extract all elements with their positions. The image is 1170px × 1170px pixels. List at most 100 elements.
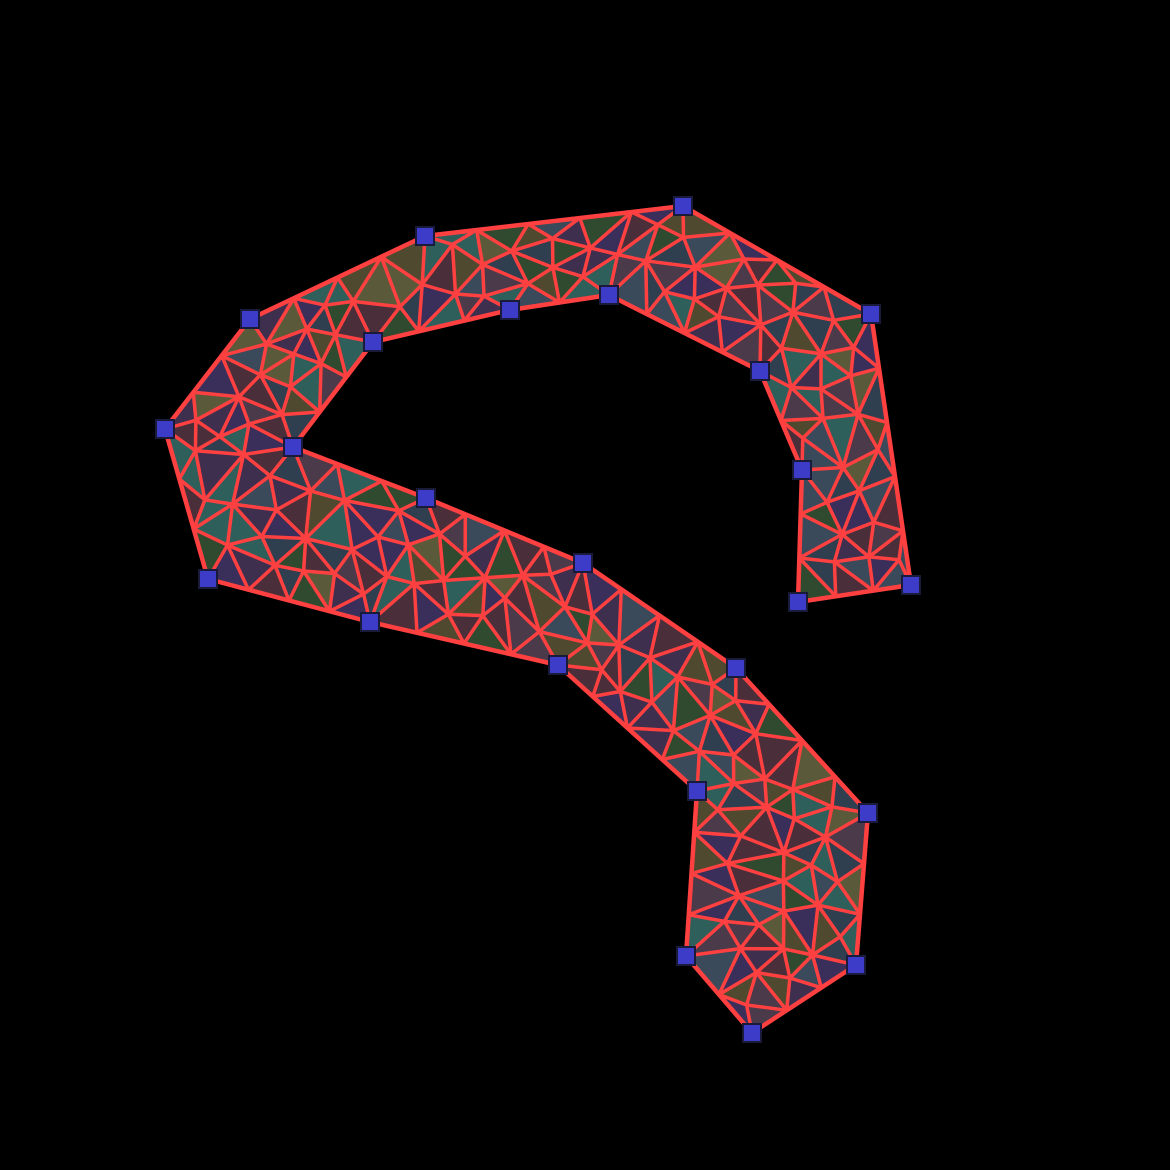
mesh-edge <box>416 292 458 334</box>
control-handle[interactable] <box>573 553 593 573</box>
control-handles-layer[interactable] <box>155 196 921 1043</box>
mesh-edge <box>526 281 562 305</box>
mesh-edge <box>810 953 824 990</box>
mesh-triangle <box>439 514 466 557</box>
control-handle[interactable] <box>750 361 770 381</box>
mesh-triangle <box>325 277 354 306</box>
mesh-edge <box>725 834 743 866</box>
mesh-triangle <box>740 924 784 949</box>
control-handle[interactable] <box>901 575 921 595</box>
mesh-edge <box>474 228 514 253</box>
control-handle[interactable] <box>858 803 878 823</box>
control-handle[interactable] <box>742 1023 762 1043</box>
mesh-triangle <box>834 534 869 562</box>
mesh-edge <box>759 323 784 350</box>
control-handle[interactable] <box>673 196 693 216</box>
mesh-edge <box>731 777 767 786</box>
control-handle[interactable] <box>846 955 866 975</box>
mesh-edge <box>481 613 513 657</box>
mesh-triangle <box>443 556 486 581</box>
mesh-triangle <box>821 320 854 354</box>
control-handle[interactable] <box>198 569 218 589</box>
mesh-edge <box>823 835 866 866</box>
control-handle[interactable] <box>500 300 520 320</box>
mesh-edge <box>797 556 838 599</box>
mesh-triangle <box>448 614 483 644</box>
mesh-edge <box>801 416 825 440</box>
mesh-triangle <box>582 254 618 295</box>
mesh-edge <box>742 257 760 287</box>
mesh-edge <box>615 252 648 263</box>
mesh-edge <box>191 390 198 422</box>
mesh-edge <box>756 283 795 314</box>
mesh-edge <box>737 893 786 913</box>
mesh-edge <box>287 569 306 603</box>
mesh-triangle <box>800 470 827 514</box>
mesh-edge <box>671 728 702 754</box>
mesh-edge <box>681 235 697 269</box>
mesh-edge <box>716 781 736 812</box>
mesh-edge <box>841 447 880 470</box>
mesh-edge <box>397 509 411 547</box>
mesh-edge <box>784 976 792 1013</box>
control-handle[interactable] <box>283 437 303 457</box>
control-handle[interactable] <box>792 460 812 480</box>
mesh-edge <box>292 327 309 356</box>
mesh-edge <box>327 592 366 614</box>
control-handle[interactable] <box>416 488 436 508</box>
control-handle[interactable] <box>861 304 881 324</box>
mesh-edge <box>792 805 834 821</box>
control-handle[interactable] <box>155 419 175 439</box>
mesh-edge <box>588 210 634 250</box>
mesh-edge <box>754 947 786 975</box>
control-handle[interactable] <box>360 612 380 632</box>
mesh-triangle <box>783 852 812 881</box>
mesh-edge <box>722 919 743 951</box>
mesh-edge <box>789 385 825 421</box>
mesh-edge <box>177 477 207 502</box>
mesh-edge <box>305 327 323 366</box>
mesh-edge <box>841 465 862 493</box>
control-handle[interactable] <box>687 781 707 801</box>
mesh-edge <box>509 249 530 286</box>
control-handle[interactable] <box>599 285 619 305</box>
mesh-edge <box>474 228 485 267</box>
control-handle[interactable] <box>240 309 260 329</box>
mesh-triangle <box>794 806 832 837</box>
mesh-edge <box>871 474 897 524</box>
mesh-edge <box>480 249 514 267</box>
mesh-triangle <box>504 530 544 576</box>
mesh-triangle <box>587 642 619 670</box>
mesh-edge <box>738 834 786 855</box>
control-handle[interactable] <box>548 655 568 675</box>
control-handle[interactable] <box>788 592 808 612</box>
mesh-edge <box>648 656 680 679</box>
mesh-edge <box>599 643 621 672</box>
mesh-edge <box>840 532 871 559</box>
mesh-edge <box>692 830 730 866</box>
mesh-edge <box>292 296 327 307</box>
mesh-edge <box>835 879 862 917</box>
control-handle[interactable] <box>676 946 696 966</box>
mesh-triangle <box>766 807 795 853</box>
mesh-edge <box>191 502 235 531</box>
control-handle[interactable] <box>363 332 383 352</box>
control-handle[interactable] <box>726 658 746 678</box>
mesh-edge <box>763 777 769 809</box>
mesh-triangle <box>645 260 696 292</box>
mesh-triangle <box>755 704 802 741</box>
mesh-triangle <box>305 500 353 550</box>
mesh-triangle <box>232 475 277 510</box>
mesh-edge <box>692 830 743 838</box>
mesh-edge <box>856 412 880 452</box>
mesh-triangle <box>618 615 660 658</box>
control-handle[interactable] <box>415 226 435 246</box>
mesh-edge <box>781 851 786 883</box>
mesh-edge <box>617 613 662 647</box>
mesh-edge <box>671 675 680 733</box>
mesh-triangle <box>484 283 528 310</box>
mesh-edge <box>708 713 758 736</box>
mesh-edge <box>645 289 667 316</box>
mesh-edge <box>754 702 771 736</box>
mesh-edge <box>177 448 198 481</box>
